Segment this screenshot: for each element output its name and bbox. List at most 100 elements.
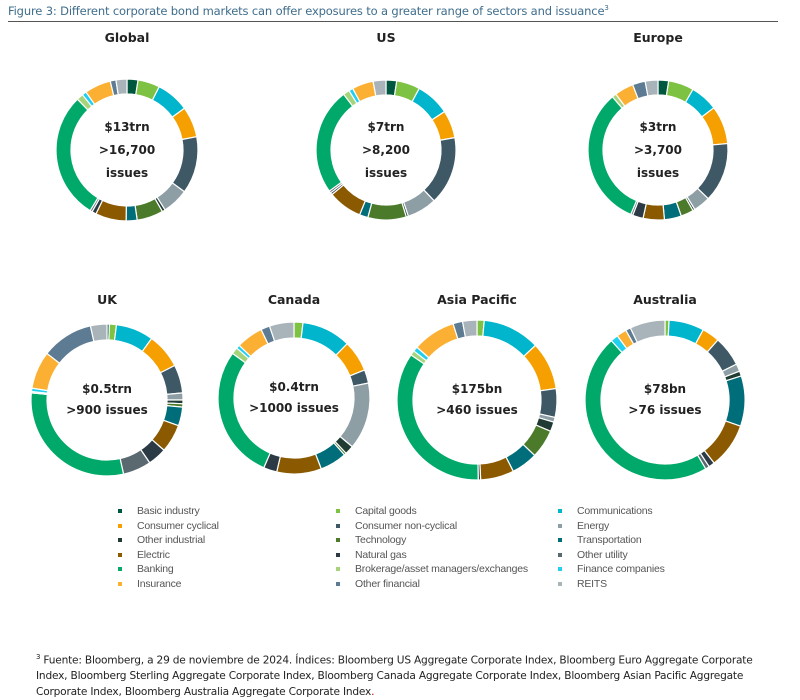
footnote-end-mark: .: [371, 685, 375, 698]
donut-slice-brokerage-asset-managers-exchanges: [231, 347, 250, 364]
legend-label: Energy: [577, 519, 610, 532]
donut-slice-electric: [479, 456, 515, 481]
donut-slice-energy: [156, 182, 186, 211]
legend-swatch: [118, 567, 122, 571]
donut-slice-technology: [522, 424, 552, 457]
legend-label: Technology: [355, 534, 407, 546]
donut-center-text: $3trn >3,700 issues: [598, 116, 718, 185]
donut-slice-natural-gas: [631, 200, 647, 220]
legend-swatch: [558, 552, 562, 557]
donut-center-text: $0.4trn >1000 issues: [234, 377, 354, 419]
legend-swatch: [118, 509, 122, 513]
donut-slice-banking: [30, 392, 125, 477]
donut-slice-capital-goods: [293, 321, 304, 340]
legend-swatch: [118, 523, 122, 528]
donut-slice-other-financial: [260, 325, 276, 345]
donut-slice-communications: [667, 319, 705, 345]
donut-slice-consumer-cyclical: [171, 107, 198, 141]
donut-slice-transportation: [358, 200, 373, 219]
donut-slice-consumer-cyclical: [335, 342, 366, 377]
donut-slice-other-industrial: [723, 370, 743, 382]
legend-label: Other financial: [355, 577, 420, 590]
legend-label: Other industrial: [137, 534, 205, 546]
donut-slice-energy: [339, 382, 371, 448]
legend-swatch: [118, 538, 122, 542]
donut-slice-basic-industry: [385, 79, 398, 97]
donut-slice-other-industrial: [401, 201, 410, 218]
donut-slice-natural-gas: [139, 438, 165, 464]
donut-slice-brokerage-asset-managers-exchanges: [611, 93, 626, 110]
donut-center-line: >1000 issues: [249, 401, 339, 415]
figure-title: Figure 3: Different corporate bond marke…: [8, 4, 778, 22]
donut-slice-basic-industry: [657, 79, 670, 97]
donut-slice-communications: [684, 88, 715, 118]
donut-slice-electric: [95, 199, 127, 222]
donut-slice-other-utility: [696, 452, 710, 470]
donut-center-text: $13trn >16,700 issues: [67, 116, 187, 185]
donut-slice-brokerage-asset-managers-exchanges: [30, 390, 49, 396]
donut-slice-consumer-cyclical: [694, 328, 719, 353]
donut-slice-communications: [113, 323, 153, 353]
donut-slice-insurance: [616, 329, 635, 350]
donut-title: Canada: [267, 292, 321, 307]
donut-slice-natural-gas: [263, 452, 282, 473]
legend-swatch: [558, 567, 562, 571]
donut-slice-insurance: [238, 328, 269, 358]
donut-slice-reits: [644, 79, 659, 97]
donut-slice-other-industrial: [154, 196, 166, 213]
donut-slice-natural-gas: [699, 449, 715, 468]
donut-center-line: $0.5trn: [82, 382, 132, 396]
donut-slice-other-utility: [119, 448, 151, 475]
donut-slice-reits: [372, 79, 387, 97]
donut-slice-electric: [703, 420, 742, 464]
donut-slice-other-financial: [46, 325, 95, 365]
legend-label: REITS: [577, 577, 607, 590]
donut-title: US: [376, 30, 396, 45]
legend-swatch: [336, 552, 340, 557]
donut-center-line: >3,700: [633, 142, 682, 157]
donut-slice-other-industrial: [535, 416, 555, 433]
legend-swatch: [336, 523, 340, 528]
donut-slice-consumer-non-cyclical: [422, 136, 457, 202]
donut-slice-reits: [461, 319, 478, 338]
donut-slice-consumer-cyclical: [701, 106, 729, 146]
donut-slice-natural-gas: [91, 197, 104, 215]
donut-slice-communications: [482, 319, 537, 358]
donut-center-line: issues: [105, 165, 149, 180]
donut-slice-technology: [367, 201, 408, 221]
donut-slice-natural-gas: [477, 463, 482, 481]
legend-label: Finance companies: [577, 563, 665, 575]
legend-label: Brokerage/asset managers/exchanges: [355, 563, 528, 575]
donut-slice-other-financial: [109, 79, 119, 97]
donut-slice-energy: [166, 392, 184, 401]
donut-slice-brokerage-asset-managers-exchanges: [410, 350, 428, 365]
donut-slice-consumer-cyclical: [431, 110, 456, 141]
donut-slice-capital-goods: [135, 79, 161, 101]
donut-slice-banking: [587, 95, 638, 216]
donut-slice-other-financial: [452, 320, 467, 340]
legend-label: Consumer non-cyclical: [355, 519, 458, 532]
legend-swatch: [118, 552, 122, 557]
donut-title: Europe: [633, 30, 683, 45]
donut-slice-electric: [151, 419, 180, 452]
donut-slice-communications: [411, 87, 446, 121]
donut-center-line: >460 issues: [436, 403, 518, 417]
donut-center-line: $7trn: [367, 119, 405, 134]
donut-center-text: $7trn >8,200 issues: [326, 116, 446, 185]
legend-swatch: [558, 538, 562, 542]
donut-slice-energy: [721, 363, 741, 378]
donut-center-line: $175bn: [451, 382, 503, 396]
donut-slice-reits: [629, 319, 666, 344]
donut-slice-other-financial: [631, 80, 649, 100]
donut-slice-technology: [134, 197, 164, 221]
donut-slice-finance-companies: [610, 334, 628, 354]
donut-slice-transportation: [505, 443, 536, 473]
legend-label: Electric: [137, 548, 170, 561]
